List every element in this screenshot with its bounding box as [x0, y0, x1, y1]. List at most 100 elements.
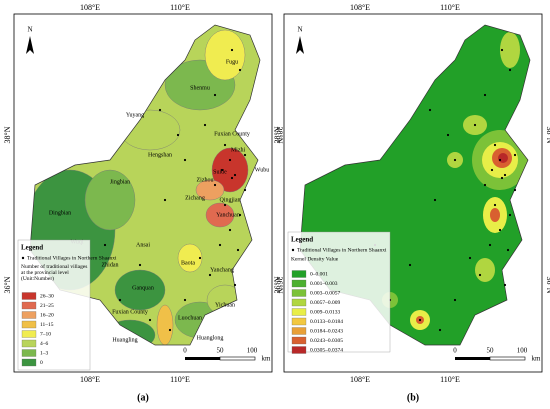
village: [223, 143, 227, 147]
village: [468, 256, 472, 260]
legend-point-label: Traditional Villages in Northern Shaanxi: [297, 247, 387, 253]
north-arrow: [296, 36, 304, 54]
village: [488, 243, 492, 247]
legend-label: 0.0133–0.0184: [310, 319, 343, 325]
legend-label: 0.003–0.0057: [310, 290, 341, 296]
outline: [29, 24, 261, 346]
lon-label: 108°E: [350, 375, 370, 384]
legend-swatch: [291, 270, 307, 278]
legend-swatch: [21, 320, 37, 329]
north-label: N: [297, 26, 302, 34]
village: [483, 183, 487, 187]
village: [103, 243, 107, 247]
village: [433, 198, 437, 202]
county-label: Zhidan: [102, 262, 119, 268]
county: [195, 179, 225, 201]
lon-label: 110°E: [170, 3, 190, 12]
scale-label: 0: [453, 347, 457, 355]
scale-label: km: [532, 355, 542, 363]
density: [490, 208, 500, 222]
scale-bar: [489, 356, 526, 361]
village: [168, 328, 172, 332]
legend-label: 0.0243–0.0305: [310, 338, 343, 344]
density: [475, 258, 495, 282]
legend-label: 0–0.001: [310, 271, 328, 277]
village: [208, 273, 212, 277]
village: [203, 123, 207, 127]
scale-label: km: [262, 355, 272, 363]
legend-swatch: [291, 327, 307, 335]
lon-label: 108°E: [80, 3, 100, 12]
county-label: Qingjian: [220, 197, 241, 203]
village: [446, 133, 450, 137]
village: [428, 108, 432, 112]
village: [223, 203, 227, 207]
legend-label: 26–30: [40, 293, 54, 299]
legend-swatch: [21, 292, 37, 300]
lon-label: 108°E: [80, 375, 100, 384]
village: [503, 173, 507, 177]
village: [198, 256, 202, 260]
village: [513, 153, 517, 157]
scale-label: 50: [487, 347, 495, 355]
legend-label: 0.0057–0.009: [310, 300, 341, 306]
caption-a: (a): [137, 392, 149, 403]
county-label: Dingbian: [49, 210, 71, 216]
village: [473, 123, 477, 127]
legend-swatch: [21, 358, 37, 367]
county-label: Mizhi: [231, 147, 246, 153]
legend-swatch: [21, 311, 37, 319]
legend-label: 16–20: [40, 312, 54, 318]
legend-label: 21–25: [40, 303, 54, 309]
county-label: Huangling: [112, 337, 137, 343]
legend-point: [291, 248, 295, 252]
legend-swatch: [291, 279, 307, 288]
county-label: Wubu: [255, 167, 269, 173]
lon-label: 108°E: [350, 3, 370, 12]
county-label: Fugu: [226, 59, 238, 65]
village: [183, 158, 187, 162]
lat-label: 36°N: [545, 277, 550, 294]
village: [176, 133, 180, 137]
county-label: Fuxian County: [112, 309, 148, 315]
village: [118, 298, 122, 302]
legend-title: Legend: [291, 236, 313, 244]
village: [138, 263, 142, 267]
village: [230, 176, 234, 180]
county-label: Shenmu: [190, 85, 210, 91]
village: [418, 318, 422, 322]
county-label: Yuyang: [126, 112, 144, 118]
county: [84, 169, 136, 231]
county-label: Yanchuan: [216, 212, 240, 218]
village: [506, 248, 510, 252]
scale-label: 100: [517, 347, 528, 355]
legend-label: 0.0305–0.0374: [310, 347, 343, 353]
county: [204, 29, 246, 81]
county-label: Luochuan: [178, 315, 202, 321]
county: [177, 243, 203, 273]
legend-title: Legend: [21, 244, 43, 252]
village: [236, 248, 240, 252]
scale-label: 50: [217, 347, 225, 355]
county: [156, 304, 174, 345]
legend-label: 11–15: [40, 322, 54, 328]
county-label: Fuxian County: [214, 131, 250, 137]
scale-label: 0: [183, 347, 187, 355]
village: [483, 93, 487, 97]
legend-swatch: [291, 346, 307, 354]
scale-bar: [185, 357, 220, 360]
village: [503, 283, 507, 287]
county-label: Ganquan: [132, 285, 154, 291]
county-label: Zizhou: [197, 177, 214, 183]
village: [453, 298, 457, 302]
village: [500, 176, 504, 180]
county: [205, 202, 235, 228]
county-label: Hengshan: [148, 152, 172, 158]
county-label: Ansai: [136, 242, 150, 248]
village: [218, 243, 222, 247]
village: [500, 48, 504, 52]
county-label: Zichang: [185, 195, 205, 201]
village: [230, 48, 234, 52]
village: [438, 328, 442, 332]
village: [493, 203, 497, 207]
